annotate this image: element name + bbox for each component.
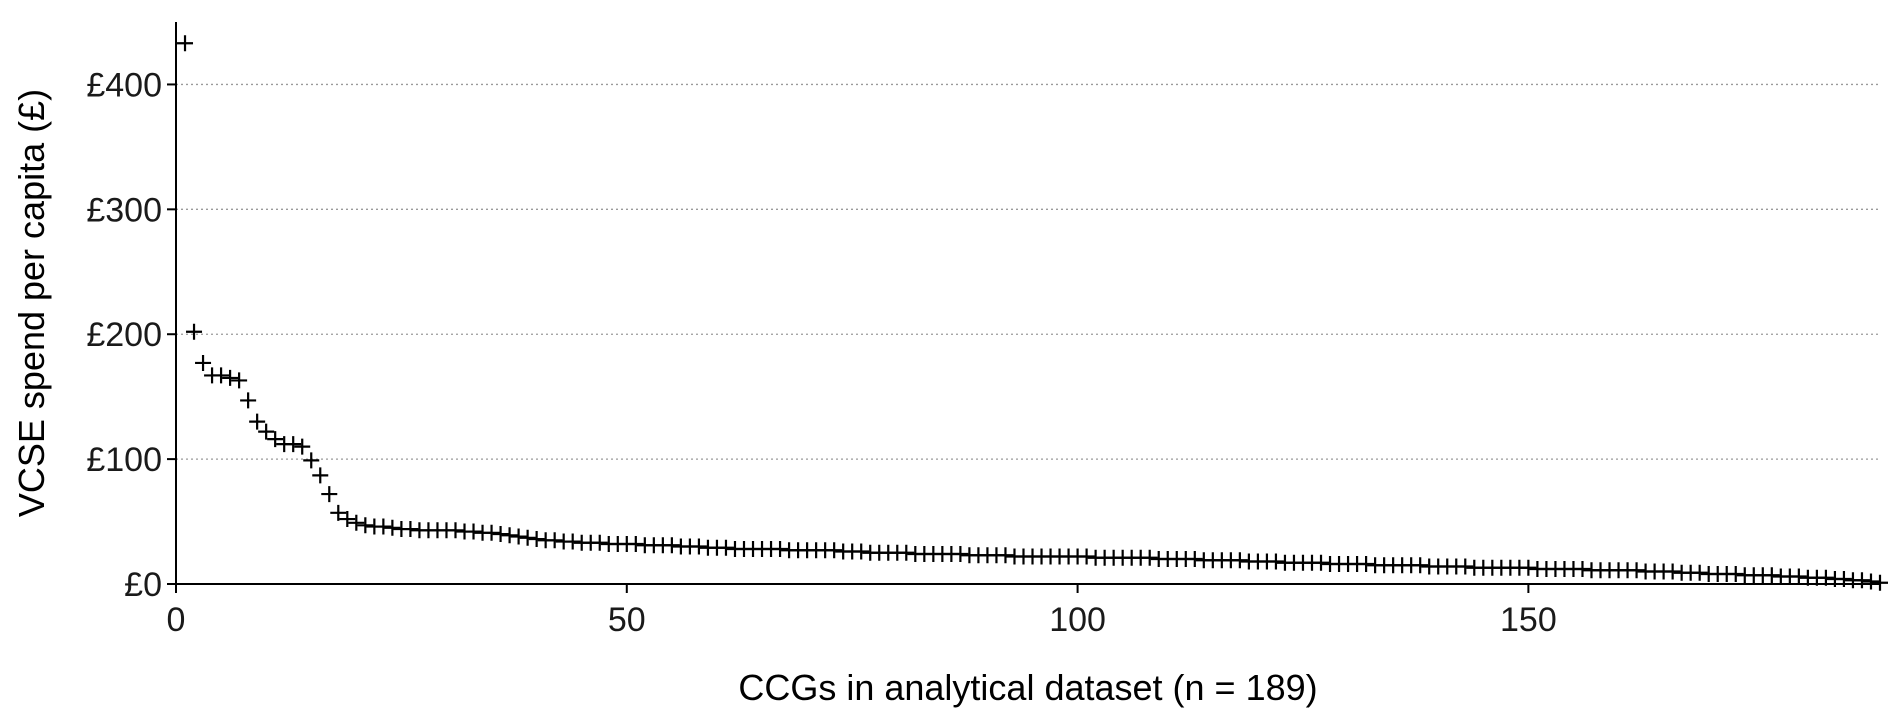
data-point	[1574, 561, 1591, 578]
data-point	[186, 323, 203, 340]
data-point	[1763, 567, 1780, 584]
data-point	[564, 533, 581, 550]
data-point	[483, 524, 500, 541]
data-point	[195, 354, 212, 371]
data-point	[528, 531, 545, 548]
data-point	[1727, 566, 1744, 583]
data-point	[1267, 553, 1284, 570]
y-tick-label: £100	[86, 441, 162, 479]
data-point	[1457, 558, 1474, 575]
data-point	[1872, 574, 1888, 591]
y-tick-label: £0	[124, 566, 162, 604]
data-point	[627, 536, 644, 553]
data-point	[663, 537, 680, 554]
data-point	[447, 522, 464, 539]
data-point	[1186, 551, 1203, 568]
x-tick-label: 0	[167, 601, 186, 639]
data-point	[853, 543, 870, 560]
data-point	[375, 518, 392, 535]
data-point	[1862, 573, 1879, 590]
data-point	[348, 514, 365, 531]
data-point	[312, 467, 329, 484]
data-point	[357, 517, 374, 534]
data-point	[690, 538, 707, 555]
data-point	[997, 547, 1014, 564]
data-point	[826, 542, 843, 559]
x-axis-title: CCGs in analytical dataset (n = 189)	[738, 667, 1317, 708]
y-tick-label: £400	[86, 66, 162, 104]
data-point	[898, 544, 915, 561]
data-point	[1835, 571, 1852, 588]
data-point	[402, 521, 419, 538]
data-point	[1520, 559, 1537, 576]
x-tick-label: 100	[1049, 601, 1106, 639]
data-point	[267, 431, 284, 448]
data-point	[501, 527, 518, 544]
data-point	[492, 526, 509, 543]
data-point	[321, 486, 338, 503]
data-point	[384, 519, 401, 536]
data-point	[258, 423, 275, 440]
y-axis-title: VCSE spend per capita (£)	[11, 89, 52, 517]
data-points	[177, 35, 1888, 591]
y-axis-ticks: £0 £100 £200 £300 £400	[86, 66, 176, 604]
data-point	[177, 35, 194, 52]
data-point	[1628, 562, 1645, 579]
x-tick-label: 150	[1500, 601, 1557, 639]
data-point	[1078, 548, 1095, 565]
data-point	[240, 392, 257, 409]
data-point	[952, 546, 969, 563]
data-point	[285, 436, 302, 453]
data-point	[1313, 554, 1330, 571]
data-point	[231, 372, 248, 389]
data-point	[1790, 568, 1807, 585]
data-point	[1412, 557, 1429, 574]
data-point	[1853, 572, 1870, 589]
data-point	[303, 452, 320, 469]
data-point	[1664, 563, 1681, 580]
data-point	[1358, 556, 1375, 573]
data-point	[1817, 569, 1834, 586]
x-tick-label: 50	[608, 601, 646, 639]
data-point	[222, 369, 239, 386]
data-point	[717, 539, 734, 556]
data-point	[546, 532, 563, 549]
data-point	[249, 413, 266, 430]
data-point	[1691, 564, 1708, 581]
data-point	[772, 541, 789, 558]
axes	[175, 22, 1880, 585]
data-point	[465, 523, 482, 540]
data-point	[519, 529, 536, 546]
data-point	[339, 511, 356, 528]
x-axis-ticks: 0 50 100 150	[167, 584, 1557, 639]
y-tick-label: £200	[86, 316, 162, 354]
gridlines	[176, 83, 1880, 460]
data-point	[591, 534, 608, 551]
data-point	[510, 528, 527, 545]
data-point	[294, 438, 311, 455]
data-point	[1141, 549, 1158, 566]
y-tick-label: £300	[86, 191, 162, 229]
data-point	[1231, 552, 1248, 569]
data-point	[213, 367, 230, 384]
data-point	[330, 504, 347, 521]
